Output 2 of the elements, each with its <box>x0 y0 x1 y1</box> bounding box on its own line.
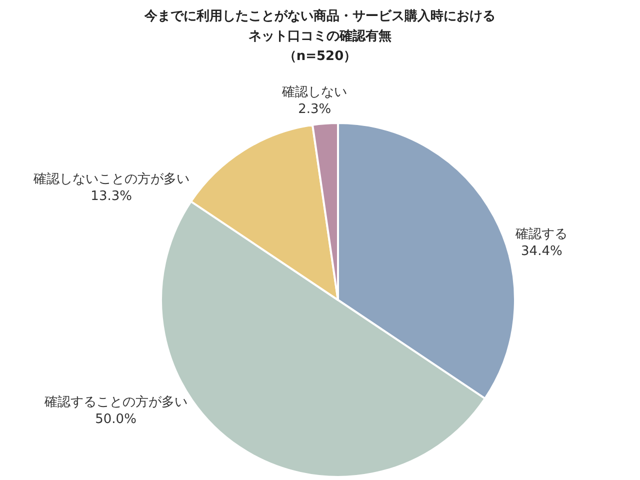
chart-subtitle: （n=520） <box>283 49 357 64</box>
chart-title: 今までに利用したことがない商品・サービス購入時におけるネット口コミの確認有無 <box>144 9 496 44</box>
